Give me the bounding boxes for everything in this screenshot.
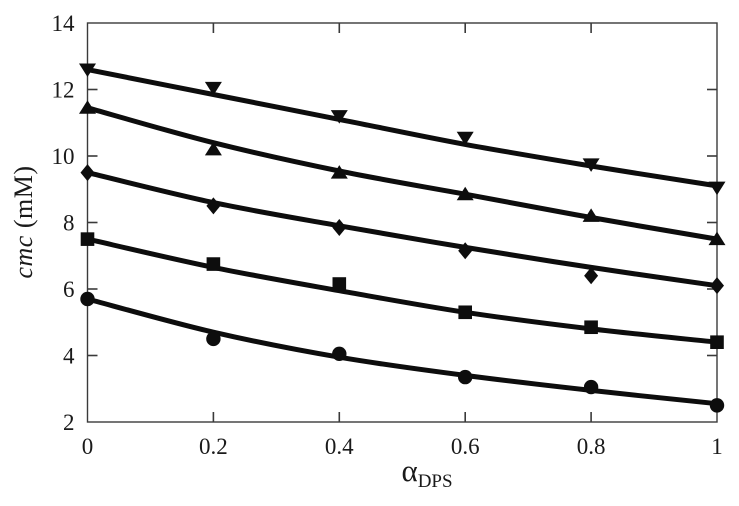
triangle-up-marker-series-2 <box>330 165 348 179</box>
y-tick-label: 8 <box>63 211 75 236</box>
circle-marker-series-5 <box>458 369 473 385</box>
square-marker-series-4 <box>80 232 95 246</box>
y-tick-label: 12 <box>52 78 75 103</box>
square-marker-series-4 <box>206 257 221 271</box>
y-tick-label: 10 <box>52 144 75 169</box>
square-marker-series-4 <box>332 277 347 291</box>
circle-marker-series-5 <box>206 331 221 347</box>
triangle-up-marker-series-2 <box>582 208 600 222</box>
square-marker-series-4 <box>458 305 472 320</box>
diamond-marker-series-3 <box>332 218 347 236</box>
x-tick-label: 1 <box>711 434 723 459</box>
diamond-marker-series-3 <box>710 277 724 295</box>
y-axis-label: cmc (mM) <box>9 122 39 322</box>
x-axis-label: αDPS <box>287 455 567 491</box>
x-tick-label: 0.6 <box>451 434 480 459</box>
triangle-down-marker-series-1 <box>79 63 96 78</box>
diamond-marker-series-3 <box>206 197 221 215</box>
y-tick-label: 14 <box>52 11 76 36</box>
triangle-down-marker-series-1 <box>708 181 726 196</box>
y-tick-label: 4 <box>63 344 75 369</box>
triangle-up-marker-series-2 <box>79 100 96 114</box>
y-tick-label: 2 <box>63 410 75 435</box>
x-tick-label: 0.8 <box>577 434 606 459</box>
curve-series-5 <box>86 296 718 407</box>
y-axis-label-italic: cmc <box>9 235 38 279</box>
triangle-up-marker-series-2 <box>456 186 474 201</box>
triangle-down-marker-series-1 <box>204 81 222 96</box>
curve-series-3 <box>86 170 718 289</box>
y-axis-label-unit: (mM) <box>9 165 38 236</box>
circle-marker-series-5 <box>583 379 599 395</box>
curve-series-4 <box>86 236 718 345</box>
diamond-marker-series-3 <box>584 267 599 285</box>
y-tick-label: 6 <box>63 277 75 302</box>
triangle-up-marker-series-2 <box>204 141 222 156</box>
diamond-marker-series-3 <box>458 242 473 260</box>
square-marker-series-4 <box>710 335 724 349</box>
triangle-down-marker-series-1 <box>582 158 600 172</box>
circle-marker-series-5 <box>332 346 347 362</box>
curve-series-1 <box>87 67 718 189</box>
triangle-up-marker-series-2 <box>708 231 726 246</box>
circle-marker-series-5 <box>80 291 95 307</box>
x-tick-label: 0.4 <box>325 434 354 459</box>
curve-series-2 <box>86 105 718 242</box>
x-tick-label: 0 <box>82 434 94 459</box>
triangle-down-marker-series-1 <box>456 131 474 146</box>
diamond-marker-series-3 <box>80 164 95 182</box>
x-tick-label: 0.2 <box>199 434 228 459</box>
square-marker-series-4 <box>584 320 598 335</box>
x-axis-label-symbol: α <box>401 453 418 488</box>
triangle-down-marker-series-1 <box>330 110 348 124</box>
circle-marker-series-5 <box>709 398 725 413</box>
x-axis-label-subscript: DPS <box>417 471 453 492</box>
